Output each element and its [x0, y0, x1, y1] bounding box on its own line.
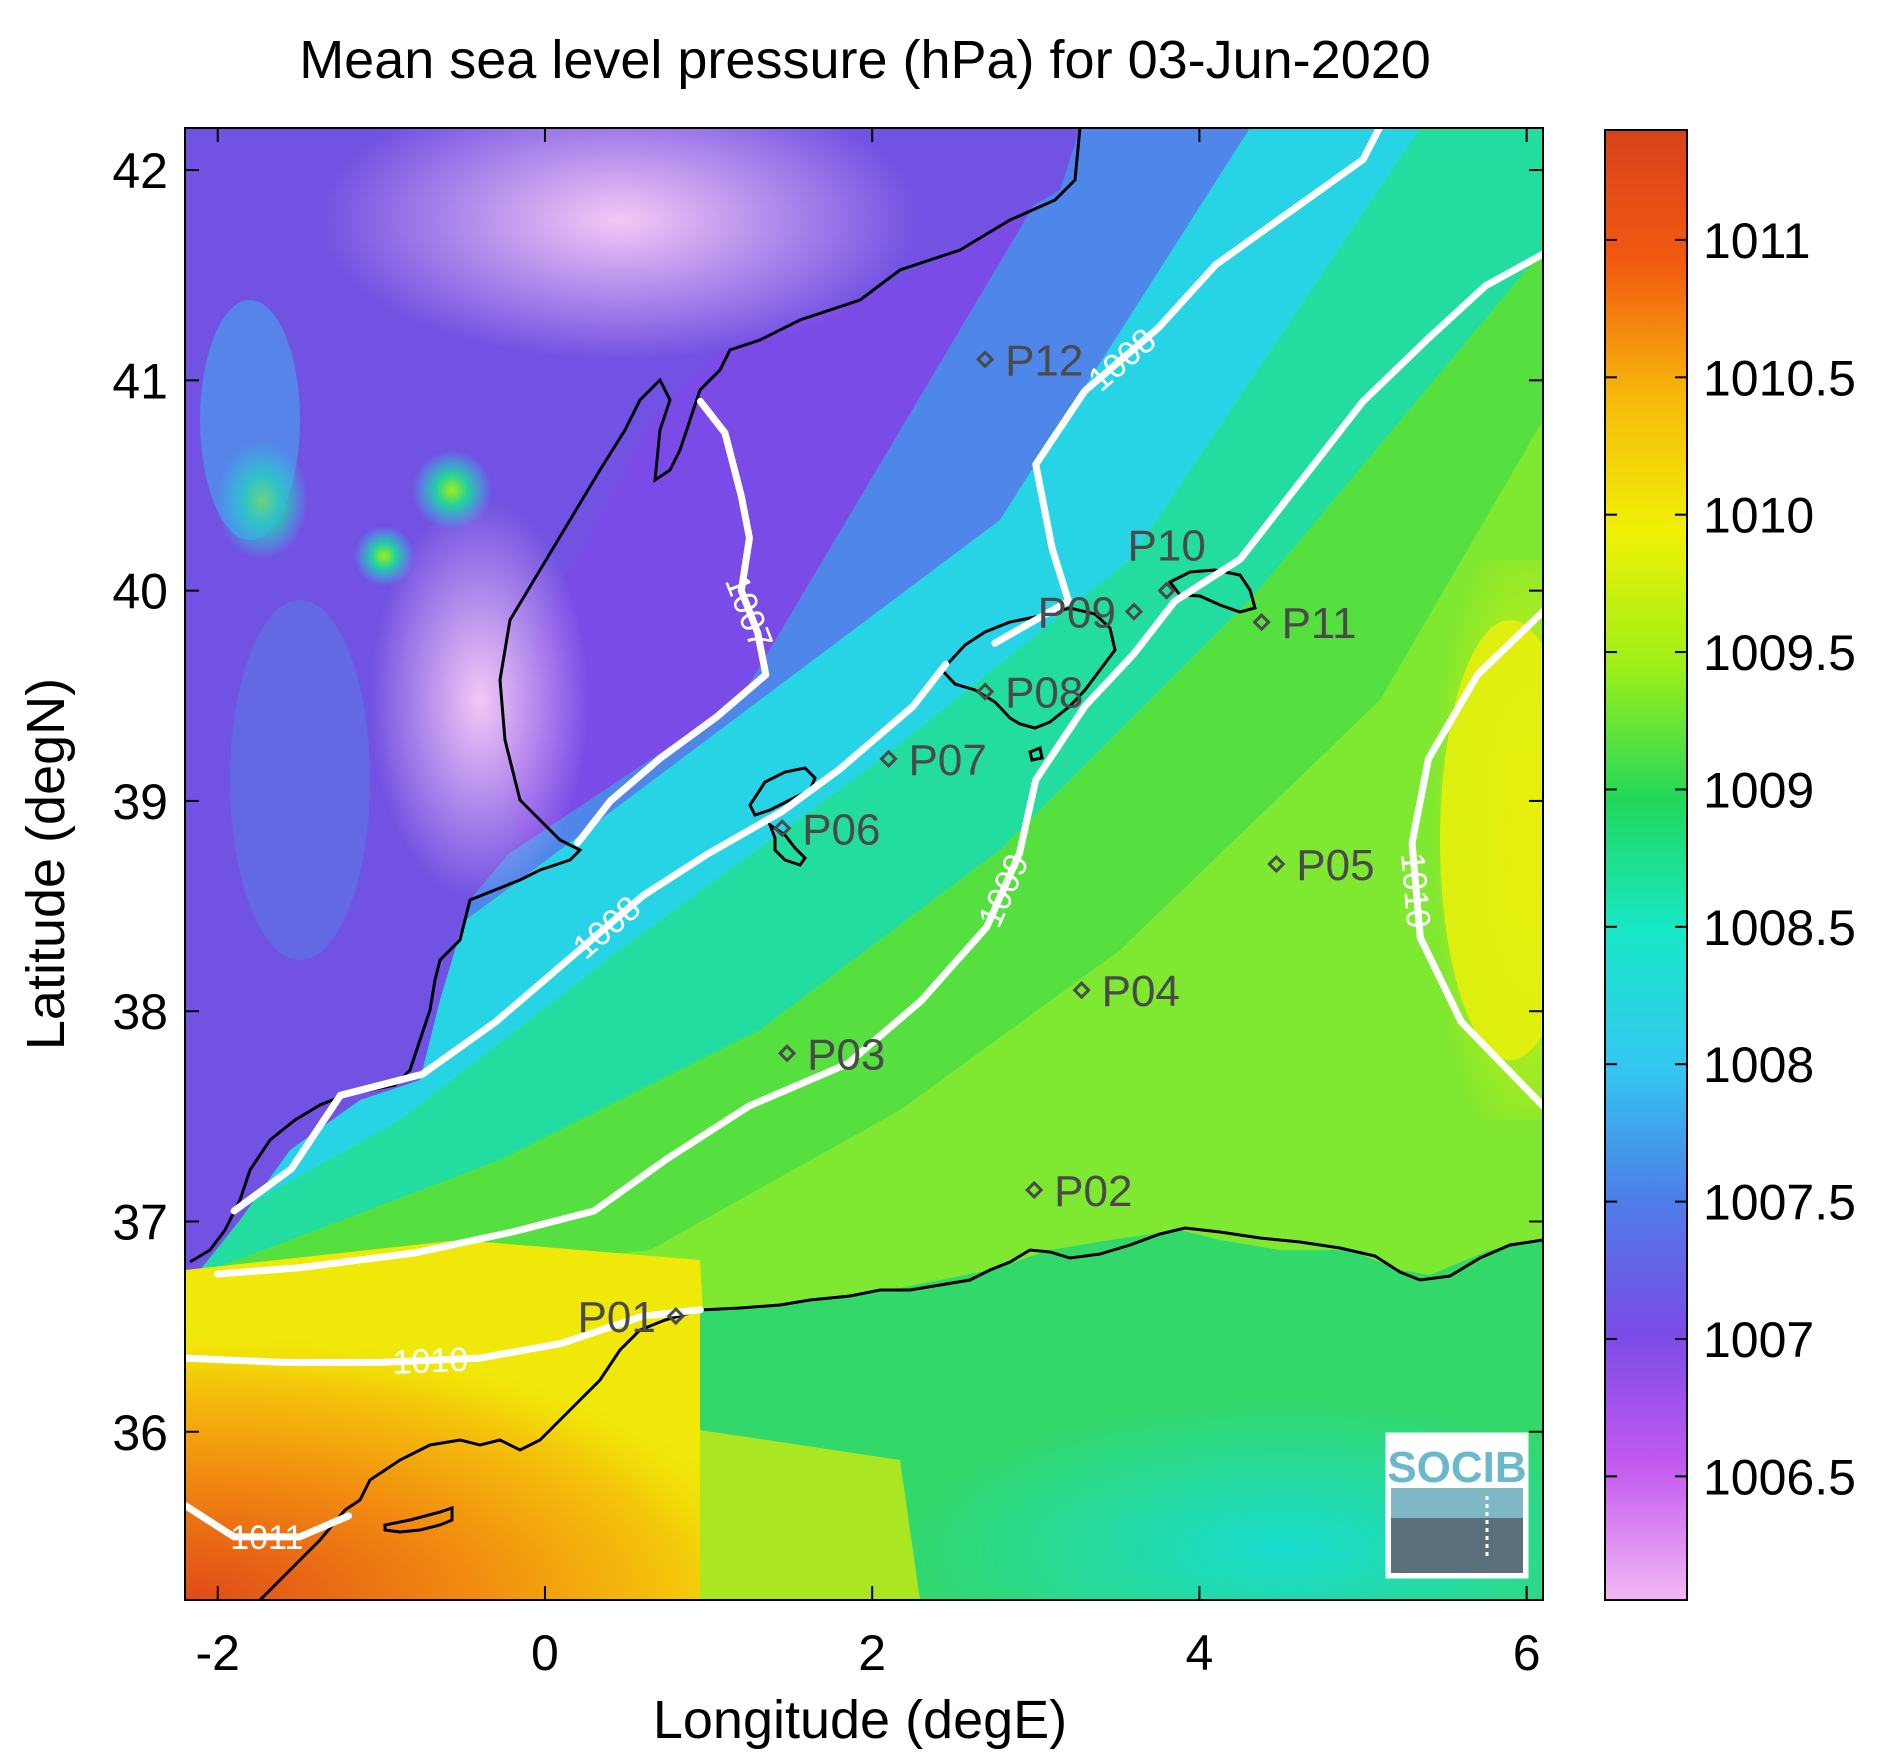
land-iberia	[185, 128, 1080, 1280]
station-label: P11	[1282, 599, 1357, 648]
station-label: P01	[578, 1293, 656, 1342]
plot-frame	[184, 127, 1544, 1601]
station-marker	[1267, 854, 1286, 874]
station-label: P05	[1296, 841, 1374, 890]
field-band-teal	[185, 128, 1543, 1280]
isobar-line	[991, 128, 1383, 647]
isobar-line	[214, 250, 1543, 1278]
socib-logo: SOCIB	[1385, 1432, 1529, 1579]
land-pink-north	[320, 128, 920, 360]
colorbar-fill	[1604, 129, 1688, 1601]
colorbar-tick-label: 1010	[1703, 488, 1814, 544]
y-tick-label: 42	[112, 143, 168, 199]
isobar-label: 1010	[392, 1341, 469, 1382]
station-marker	[879, 749, 898, 768]
station-label: P04	[1102, 967, 1180, 1016]
land-africa-yellow	[700, 1430, 920, 1600]
y-tick-label: 38	[112, 984, 168, 1040]
land-cyan-blob-3	[354, 526, 414, 586]
x-tick-label: 4	[1186, 1625, 1214, 1681]
colorbar-tick-label: 1009	[1703, 762, 1814, 818]
colorbar-tick-label: 1010.5	[1703, 350, 1856, 406]
coastline-africa	[258, 1226, 1543, 1600]
x-tick-label: 6	[1513, 1625, 1541, 1681]
field-band-blue	[185, 128, 1250, 1130]
isobar-label: 1011	[230, 1519, 303, 1557]
axes: -2 0 2 4 6 36 37 38 39 40 41 42	[112, 128, 1543, 1681]
colorbar-tick-label: 1008	[1703, 1037, 1814, 1093]
coastline-alboran-island	[383, 1505, 454, 1534]
station-label: P08	[1005, 669, 1083, 718]
isobar-line	[1408, 608, 1543, 1110]
station-marker	[1252, 613, 1271, 632]
x-tick-label: -2	[195, 1625, 239, 1681]
station-label: P07	[909, 736, 987, 785]
isobar-line	[230, 660, 950, 1215]
y-tick-label: 41	[112, 353, 168, 409]
y-axis-label: Latitude (degN)	[16, 678, 76, 1050]
field-band-cyan	[185, 128, 1420, 1240]
station-label: P09	[1038, 589, 1116, 638]
station-label: P03	[807, 1030, 885, 1079]
field-band-green	[185, 250, 1543, 1300]
land-pink-highland	[370, 500, 590, 900]
coastline-menorca	[1167, 568, 1257, 614]
station-label: P10	[1128, 522, 1206, 571]
colorbar-tick-label: 1006.5	[1703, 1449, 1856, 1505]
colorbar-tick-label: 1009.5	[1703, 625, 1856, 681]
station-marker	[975, 350, 995, 369]
y-tick-label: 40	[112, 564, 168, 620]
isobar-label: 1010	[1393, 851, 1437, 930]
coastline-formentera	[766, 821, 807, 867]
coastline-mallorca	[939, 606, 1117, 730]
socib-logo-text: SOCIB	[1387, 1443, 1526, 1492]
chart-title: Mean sea level pressure (hPa) for 03-Jun…	[299, 30, 1431, 90]
isobar-line	[574, 397, 770, 847]
socib-logo-water-top	[1391, 1488, 1523, 1518]
station-label: P06	[802, 805, 880, 854]
station-marker	[666, 1306, 685, 1326]
land-cyan-blob-4	[230, 600, 370, 960]
x-axis-label: Longitude (degE)	[653, 1690, 1067, 1750]
coastline-cabrera	[1028, 745, 1044, 762]
isobar-contours	[185, 128, 1543, 1541]
station-label: P02	[1054, 1167, 1132, 1216]
station-marker	[777, 1044, 797, 1063]
y-tick-label: 39	[112, 774, 168, 830]
x-tick-label: 0	[531, 1625, 559, 1681]
colorbar-tick-label: 1007	[1703, 1312, 1814, 1368]
x-tick-label: 2	[858, 1625, 886, 1681]
colorbar: 1006.5 1007 1007.5 1008 1008.5 1009 1009.5 1010…	[1604, 129, 1856, 1601]
colorbar-tick-label: 1008.5	[1703, 900, 1856, 956]
y-tick-label: 36	[112, 1405, 168, 1461]
station-marker	[1124, 602, 1144, 621]
pressure-field	[185, 128, 1543, 1600]
station-marker	[773, 819, 792, 838]
colorbar-tick-label: 1007.5	[1703, 1175, 1856, 1231]
isobar-line	[185, 1306, 704, 1366]
land-cyan-blob-2	[412, 450, 492, 530]
land-cyan-blob-5	[200, 300, 300, 540]
station-marker	[1072, 981, 1091, 1000]
station-label: P12	[1005, 336, 1083, 385]
y-tick-label: 37	[112, 1194, 168, 1250]
field-east-yellow-core	[1440, 620, 1543, 1060]
station-marker	[1157, 581, 1176, 600]
colorbar-tick-label: 1011	[1703, 213, 1811, 269]
isobar-line	[185, 1501, 353, 1541]
station-marker	[975, 682, 995, 701]
station-marker	[1025, 1180, 1044, 1200]
